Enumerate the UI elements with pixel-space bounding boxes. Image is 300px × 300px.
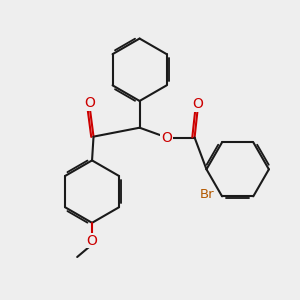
Text: O: O	[161, 130, 172, 145]
Text: O: O	[85, 96, 95, 110]
Text: O: O	[192, 97, 203, 111]
Text: O: O	[87, 234, 98, 248]
Text: Br: Br	[200, 188, 214, 201]
